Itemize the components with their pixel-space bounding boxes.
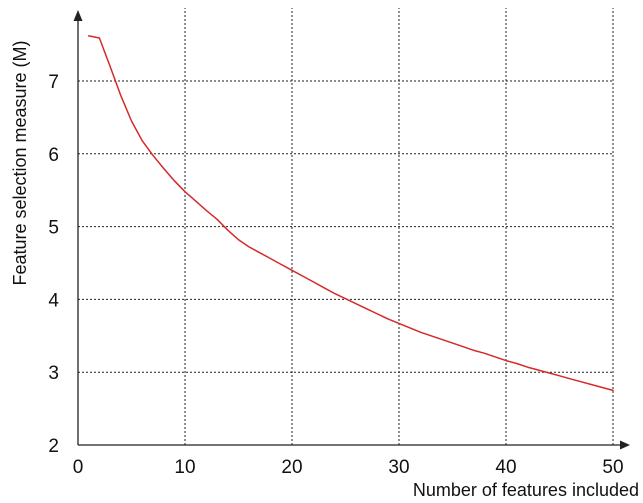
- grid-lines: [78, 8, 614, 445]
- y-axis-arrow: [73, 10, 83, 21]
- y-tick-label: 3: [48, 363, 59, 384]
- x-tick-label: 50: [602, 457, 623, 478]
- x-tick-label: 20: [281, 457, 302, 478]
- x-tick-label: 10: [174, 457, 195, 478]
- y-axis-label: Feature selection measure (M): [10, 40, 30, 285]
- y-tick-label: 6: [48, 145, 59, 166]
- y-tick-label: 7: [48, 72, 59, 93]
- x-axis-arrow: [620, 440, 630, 450]
- x-tick-labels: 0 10 20 30 40 50: [73, 457, 624, 478]
- x-tick-label: 0: [73, 457, 84, 478]
- y-tick-label: 4: [48, 290, 59, 311]
- y-tick-label: 5: [48, 218, 59, 239]
- x-tick-label: 40: [495, 457, 516, 478]
- x-axis-label: Number of features included: [413, 480, 639, 500]
- axes: [73, 10, 630, 450]
- y-tick-labels: 2 3 4 5 6 7: [48, 72, 59, 457]
- series-group: [87, 35, 614, 392]
- x-tick-label: 30: [388, 457, 409, 478]
- series-line: [87, 35, 614, 392]
- y-tick-label: 2: [48, 436, 59, 457]
